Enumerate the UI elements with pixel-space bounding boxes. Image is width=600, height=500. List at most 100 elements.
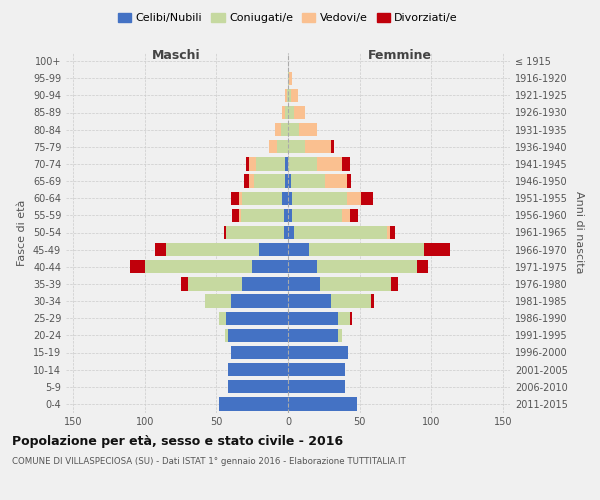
Bar bbox=[288, 123, 299, 136]
Bar bbox=[284, 208, 288, 222]
Bar bbox=[155, 243, 166, 256]
Bar bbox=[226, 226, 284, 239]
Bar bbox=[331, 140, 334, 153]
Bar bbox=[325, 174, 347, 188]
Bar bbox=[338, 312, 350, 325]
Bar bbox=[231, 346, 288, 359]
Bar bbox=[294, 226, 387, 239]
Bar bbox=[291, 88, 298, 102]
Bar bbox=[242, 277, 288, 290]
Bar bbox=[224, 226, 226, 239]
Bar bbox=[231, 192, 239, 205]
Bar bbox=[244, 174, 250, 188]
Bar bbox=[219, 312, 226, 325]
Bar bbox=[288, 277, 320, 290]
Bar bbox=[288, 243, 310, 256]
Bar bbox=[231, 294, 288, 308]
Bar bbox=[287, 88, 288, 102]
Bar bbox=[285, 106, 288, 119]
Bar bbox=[250, 157, 256, 170]
Bar bbox=[288, 72, 289, 85]
Bar bbox=[310, 243, 424, 256]
Bar bbox=[181, 277, 188, 290]
Text: Popolazione per età, sesso e stato civile - 2016: Popolazione per età, sesso e stato civil… bbox=[12, 435, 343, 448]
Text: Maschi: Maschi bbox=[152, 49, 200, 62]
Bar bbox=[424, 243, 450, 256]
Bar bbox=[285, 157, 288, 170]
Bar bbox=[288, 208, 292, 222]
Bar bbox=[288, 260, 317, 274]
Bar bbox=[288, 226, 294, 239]
Bar bbox=[250, 174, 254, 188]
Bar bbox=[347, 174, 351, 188]
Bar bbox=[331, 294, 371, 308]
Bar bbox=[284, 226, 288, 239]
Bar bbox=[205, 294, 231, 308]
Bar bbox=[288, 346, 348, 359]
Bar bbox=[256, 157, 285, 170]
Bar bbox=[239, 208, 241, 222]
Bar bbox=[343, 208, 350, 222]
Bar bbox=[292, 208, 343, 222]
Bar bbox=[288, 106, 294, 119]
Bar bbox=[285, 88, 287, 102]
Bar bbox=[288, 88, 291, 102]
Bar bbox=[228, 328, 288, 342]
Bar bbox=[288, 174, 291, 188]
Bar bbox=[361, 192, 373, 205]
Bar bbox=[166, 243, 259, 256]
Bar bbox=[288, 397, 357, 410]
Bar bbox=[285, 174, 288, 188]
Bar bbox=[232, 208, 239, 222]
Y-axis label: Fasce di età: Fasce di età bbox=[17, 200, 27, 266]
Bar bbox=[305, 140, 331, 153]
Bar bbox=[288, 363, 345, 376]
Bar bbox=[228, 380, 288, 394]
Y-axis label: Anni di nascita: Anni di nascita bbox=[574, 191, 584, 274]
Bar bbox=[288, 312, 338, 325]
Bar bbox=[288, 294, 331, 308]
Bar bbox=[389, 226, 395, 239]
Bar bbox=[225, 328, 228, 342]
Bar bbox=[254, 174, 285, 188]
Bar bbox=[291, 174, 325, 188]
Bar bbox=[317, 157, 343, 170]
Bar bbox=[350, 312, 352, 325]
Bar bbox=[247, 157, 250, 170]
Bar bbox=[317, 260, 417, 274]
Bar bbox=[417, 260, 428, 274]
Bar bbox=[391, 277, 398, 290]
Text: COMUNE DI VILLASPECIOSA (SU) - Dati ISTAT 1° gennaio 2016 - Elaborazione TUTTITA: COMUNE DI VILLASPECIOSA (SU) - Dati ISTA… bbox=[12, 458, 406, 466]
Bar bbox=[350, 208, 358, 222]
Bar bbox=[288, 140, 305, 153]
Bar bbox=[338, 328, 343, 342]
Bar bbox=[347, 192, 361, 205]
Bar bbox=[252, 260, 288, 274]
Bar bbox=[239, 192, 242, 205]
Bar bbox=[282, 106, 285, 119]
Bar bbox=[269, 140, 277, 153]
Bar bbox=[299, 123, 317, 136]
Bar bbox=[320, 277, 391, 290]
Bar bbox=[259, 243, 288, 256]
Bar bbox=[282, 192, 288, 205]
Bar bbox=[387, 226, 389, 239]
Bar bbox=[241, 208, 284, 222]
Bar bbox=[130, 260, 145, 274]
Bar bbox=[371, 294, 374, 308]
Bar bbox=[219, 397, 288, 410]
Bar bbox=[228, 363, 288, 376]
Text: Femmine: Femmine bbox=[368, 49, 432, 62]
Bar bbox=[145, 260, 252, 274]
Bar bbox=[226, 312, 288, 325]
Bar bbox=[188, 277, 242, 290]
Bar bbox=[289, 72, 292, 85]
Legend: Celibi/Nubili, Coniugati/e, Vedovi/e, Divorziati/e: Celibi/Nubili, Coniugati/e, Vedovi/e, Di… bbox=[113, 8, 463, 28]
Bar bbox=[281, 123, 288, 136]
Bar bbox=[277, 140, 288, 153]
Bar bbox=[288, 380, 345, 394]
Bar bbox=[288, 328, 338, 342]
Bar bbox=[294, 106, 305, 119]
Bar bbox=[292, 192, 347, 205]
Bar bbox=[288, 157, 317, 170]
